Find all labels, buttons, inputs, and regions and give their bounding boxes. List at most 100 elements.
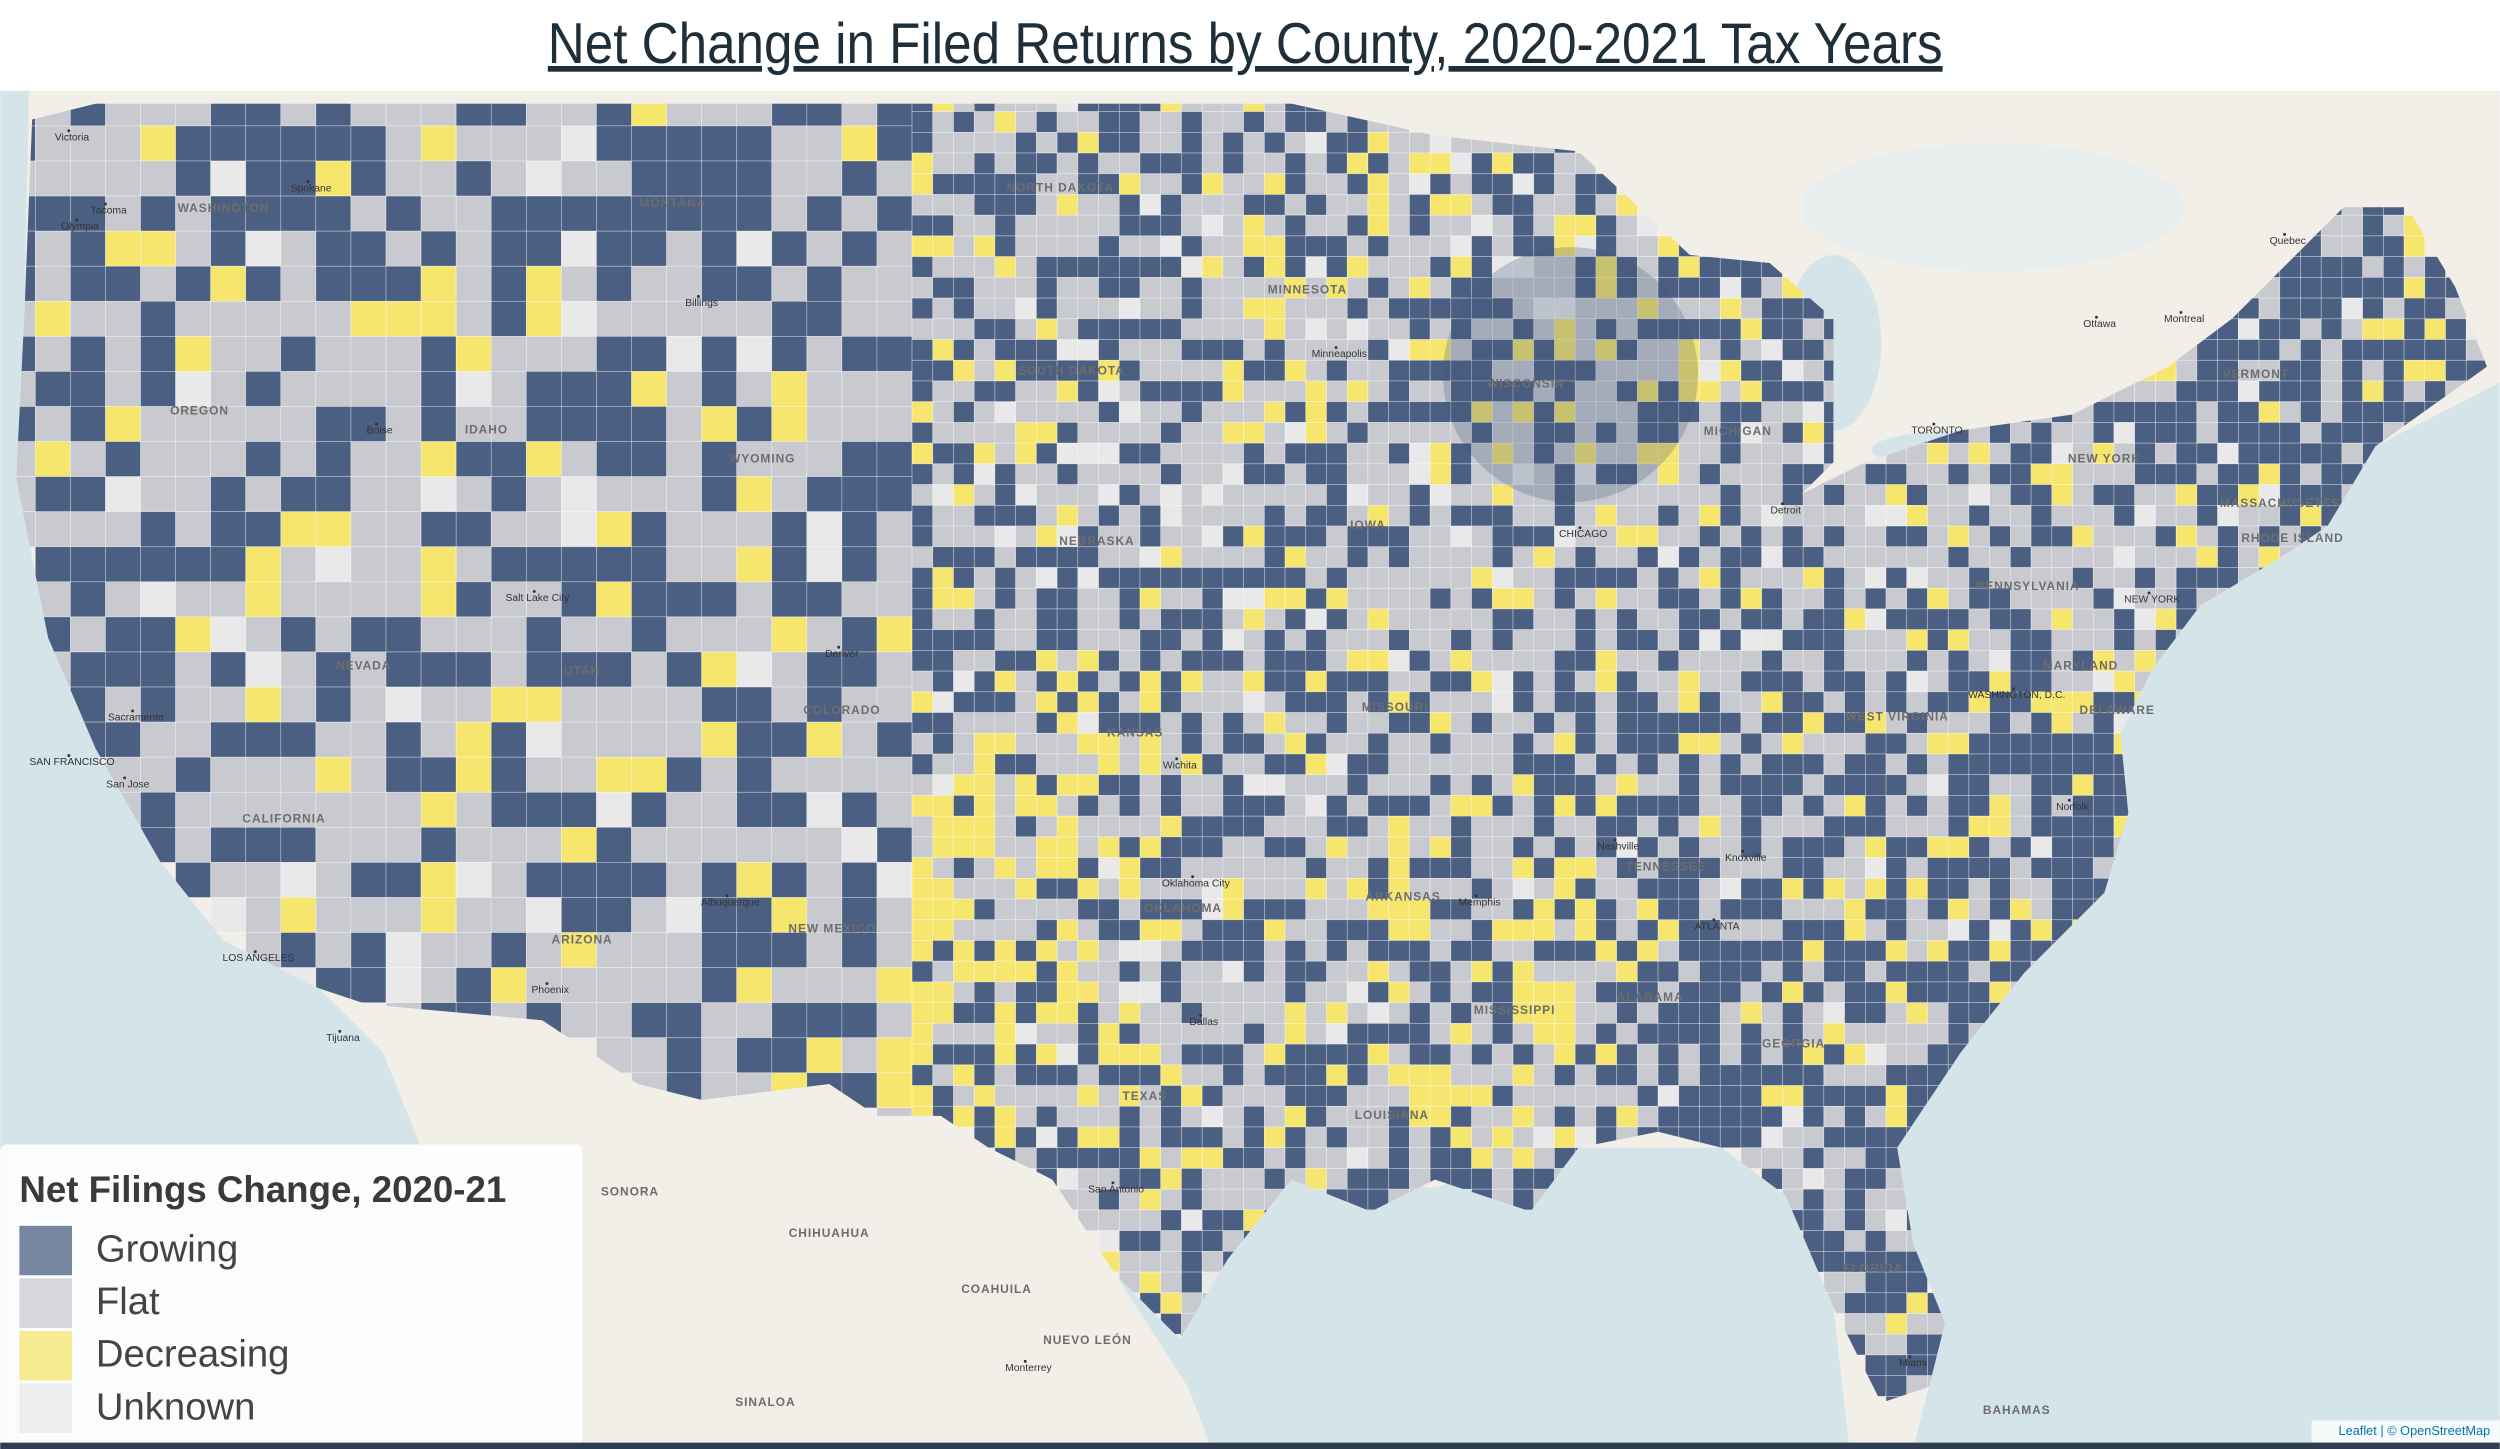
county <box>1015 857 1037 879</box>
county <box>1761 277 1783 299</box>
county <box>1450 795 1472 817</box>
county <box>1077 442 1099 465</box>
county <box>932 691 954 713</box>
county <box>1885 815 1908 838</box>
county <box>2279 277 2301 299</box>
county <box>2030 608 2053 630</box>
county <box>1471 194 1493 216</box>
county <box>1036 732 1058 755</box>
county <box>1326 1023 1348 1045</box>
county <box>1429 940 1452 962</box>
county <box>1927 442 1949 465</box>
county <box>1139 1064 1162 1086</box>
county <box>315 195 352 232</box>
county <box>1719 277 1742 299</box>
county <box>1491 670 1514 693</box>
county <box>736 1037 773 1074</box>
county <box>2030 670 2053 693</box>
county <box>994 774 1016 796</box>
county <box>1782 318 1804 340</box>
county <box>2030 795 2053 817</box>
county <box>932 173 954 195</box>
county <box>1243 380 1265 403</box>
county <box>876 826 913 863</box>
county <box>953 650 975 672</box>
county <box>1118 442 1141 465</box>
county <box>1077 774 1099 796</box>
county <box>1284 194 1307 216</box>
county <box>1305 940 1327 962</box>
county <box>105 616 141 653</box>
county <box>385 581 422 618</box>
county <box>2383 359 2405 382</box>
county <box>1139 670 1162 693</box>
county <box>1305 1105 1327 1128</box>
county <box>350 125 387 162</box>
county <box>1326 256 1348 278</box>
county <box>210 791 247 828</box>
county <box>911 836 934 858</box>
county <box>1077 919 1099 941</box>
county <box>1533 815 1555 838</box>
county <box>1036 214 1058 237</box>
county <box>1885 1292 1908 1314</box>
county <box>315 791 352 828</box>
county <box>1761 774 1783 796</box>
attribution[interactable]: Leaflet | © OpenStreetMap <box>2339 1423 2491 1438</box>
county <box>561 476 597 513</box>
county <box>1181 380 1203 403</box>
county <box>994 670 1016 693</box>
county <box>1782 401 1804 423</box>
region-label: ALABAMA <box>1617 990 1684 1004</box>
county <box>1844 1313 1866 1335</box>
county <box>806 336 843 372</box>
county <box>1533 691 1555 713</box>
county <box>1305 463 1327 485</box>
county <box>1802 339 1825 361</box>
county <box>1471 960 1493 983</box>
region-label: WEST VIRGINIA <box>1846 710 1949 724</box>
county <box>1139 1002 1162 1024</box>
county <box>2362 277 2384 299</box>
county <box>1077 463 1099 485</box>
county <box>1678 815 1700 838</box>
county <box>701 651 738 688</box>
county <box>596 265 632 302</box>
county <box>932 1002 954 1024</box>
county <box>1885 1333 1908 1356</box>
county <box>1429 422 1452 444</box>
county <box>1243 1168 1265 1190</box>
county <box>1595 670 1617 693</box>
county <box>1802 1126 1825 1149</box>
county <box>1844 1126 1866 1149</box>
county <box>2072 546 2094 568</box>
county <box>1139 567 1162 589</box>
county <box>1802 587 1825 610</box>
county <box>1864 463 1887 485</box>
county <box>806 1002 843 1039</box>
county <box>2196 380 2218 403</box>
county <box>771 1002 808 1039</box>
county <box>736 651 773 688</box>
county <box>1574 1023 1597 1045</box>
county <box>1409 1023 1431 1045</box>
county <box>70 406 106 442</box>
county <box>1015 940 1037 962</box>
county <box>561 125 597 162</box>
county <box>1139 422 1162 444</box>
county <box>932 567 954 589</box>
county <box>1678 277 1700 299</box>
county <box>140 265 176 302</box>
county <box>2196 422 2218 444</box>
county <box>994 712 1016 734</box>
county <box>1160 691 1182 713</box>
county <box>1450 650 1472 672</box>
county <box>1160 422 1182 444</box>
county <box>1015 546 1037 568</box>
county <box>1305 525 1327 548</box>
county <box>1906 1043 1928 1066</box>
region-label: GEORGIA <box>1762 1036 1825 1050</box>
county <box>1989 960 2011 983</box>
county <box>1906 753 1928 776</box>
county <box>1657 815 1680 838</box>
